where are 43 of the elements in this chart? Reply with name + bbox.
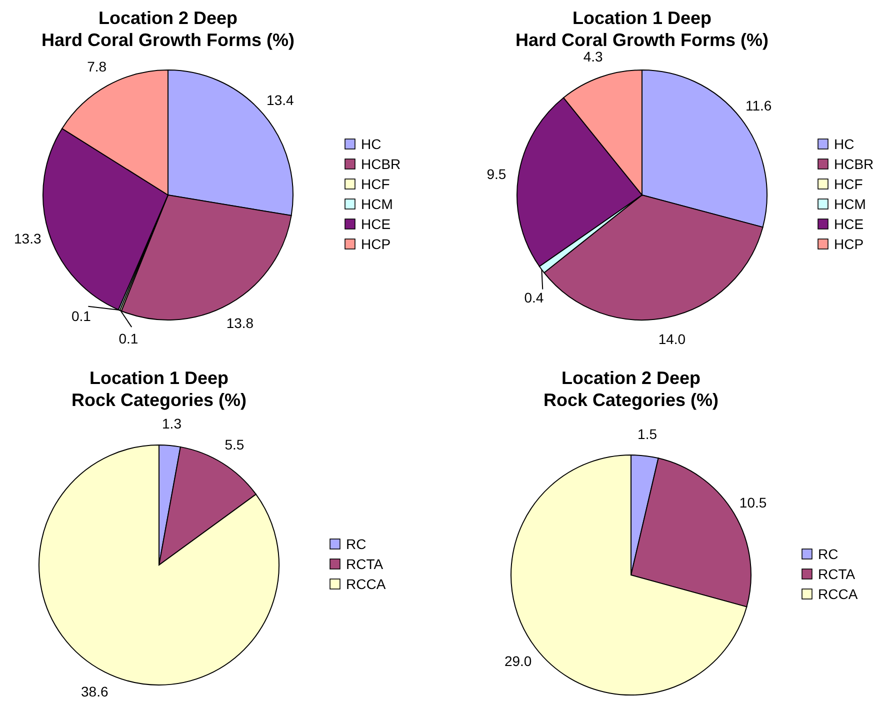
data-label: 5.5 bbox=[224, 436, 244, 453]
legend-label: HCP bbox=[834, 236, 864, 252]
data-label: 13.3 bbox=[14, 230, 42, 247]
legend-label: RCCA bbox=[818, 586, 858, 602]
legend-label: HC bbox=[361, 136, 382, 152]
legend-label: HCP bbox=[361, 236, 391, 252]
legend-label: HCBR bbox=[834, 156, 874, 172]
data-label: 13.8 bbox=[226, 315, 254, 332]
legend-label: RCCA bbox=[346, 576, 386, 592]
data-label: 14.0 bbox=[658, 330, 686, 347]
legend-label: HCM bbox=[361, 196, 393, 212]
chart-title: Location 2 Deep bbox=[98, 8, 238, 28]
data-label: 9.5 bbox=[486, 166, 506, 182]
chart-title: Location 1 Deep bbox=[89, 368, 229, 388]
legend-label: RC bbox=[346, 536, 366, 552]
legend-label: HCE bbox=[361, 216, 391, 232]
chart-subtitle: Hard Coral Growth Forms (%) bbox=[515, 30, 769, 50]
legend-label: HCBR bbox=[361, 156, 401, 172]
data-label: 10.5 bbox=[739, 494, 767, 510]
legend-label: HCM bbox=[834, 196, 866, 212]
data-label: 1.3 bbox=[162, 415, 182, 432]
data-label: 4.3 bbox=[583, 48, 603, 64]
legend-label: HCF bbox=[834, 176, 863, 192]
data-label: 7.8 bbox=[87, 58, 107, 74]
data-label: 0.4 bbox=[524, 289, 544, 306]
data-label: 13.4 bbox=[266, 92, 294, 108]
chart-subtitle: Rock Categories (%) bbox=[71, 390, 247, 410]
data-label: 0.1 bbox=[71, 308, 92, 324]
legend-label: RCTA bbox=[818, 566, 856, 582]
legend-label: HCF bbox=[361, 176, 390, 192]
data-label: 1.5 bbox=[638, 426, 658, 442]
legend-label: HC bbox=[834, 136, 854, 152]
data-label: 11.6 bbox=[745, 97, 772, 114]
data-label: 38.6 bbox=[80, 683, 108, 700]
chart-subtitle: Rock Categories (%) bbox=[543, 390, 719, 410]
legend-label: RCTA bbox=[346, 556, 384, 572]
chart-title: Location 2 Deep bbox=[561, 368, 701, 388]
data-label: 29.0 bbox=[504, 652, 532, 669]
legend-label: RC bbox=[818, 546, 838, 562]
legend-label: HCE bbox=[834, 216, 864, 232]
data-label: 0.1 bbox=[118, 330, 138, 347]
chart-subtitle: Hard Coral Growth Forms (%) bbox=[41, 30, 295, 50]
chart-title: Location 1 Deep bbox=[572, 8, 712, 28]
